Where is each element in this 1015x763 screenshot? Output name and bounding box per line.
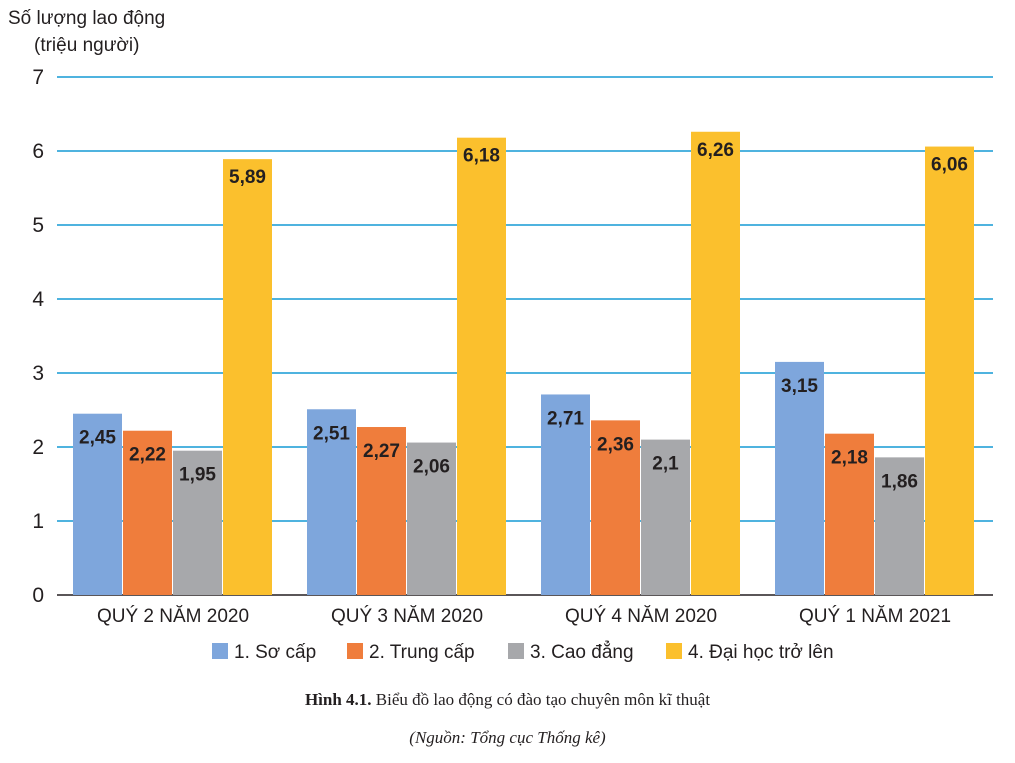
legend: 1. Sơ cấp 2. Trung cấp 3. Cao đẳng 4. Đại h… [212, 641, 834, 663]
bar-value-label: 2,06 [413, 457, 450, 478]
x-category-label: QUÝ 1 NĂM 2021 [799, 606, 951, 627]
bars [73, 131, 974, 595]
bar [457, 137, 506, 595]
bar [925, 146, 974, 595]
y-axis-title-line2: (triệu người) [34, 35, 139, 56]
figure-caption: Hình 4.1. Biểu đồ lao động có đào tạo ch… [0, 690, 1015, 710]
bar-value-label: 2,45 [79, 428, 116, 449]
bar-value-label: 2,18 [831, 448, 868, 469]
bar-value-label: 2,71 [547, 408, 584, 429]
legend-entry: 3. Cao đẳng [530, 641, 634, 663]
legend-swatch [212, 643, 228, 659]
bar-value-label: 6,26 [697, 140, 734, 161]
figure-caption-label: Hình 4.1. [304, 690, 372, 709]
legend-entry: 2. Trung cấp [369, 642, 475, 663]
legend-entry: 1. Sơ cấp [234, 642, 316, 663]
y-tick-label: 7 [32, 66, 44, 89]
bar-value-label: 2,1 [652, 454, 679, 475]
y-tick-label: 3 [32, 362, 44, 385]
bar-value-label: 2,22 [129, 445, 166, 466]
bar [691, 131, 740, 595]
bar-value-labels: 2,45 2,22 1,95 5,89 2,51 2,27 2,06 6,18 2,71 2,36… [79, 140, 968, 493]
legend-swatch [666, 643, 682, 659]
bar-value-label: 2,51 [313, 423, 350, 444]
x-category-label: QUÝ 3 NĂM 2020 [331, 606, 483, 627]
figure-source: (Nguồn: Tổng cục Thống kê) [409, 728, 606, 747]
bar [875, 457, 924, 595]
bar [407, 442, 456, 595]
figure-caption-text: Biểu đồ lao động có đào tạo chuyên môn k… [371, 690, 711, 709]
bar-value-label: 5,89 [229, 167, 266, 188]
bar-value-label: 1,95 [179, 465, 216, 486]
bar-value-label: 2,27 [363, 441, 400, 462]
y-axis-title-line1: Số lượng lao động [8, 8, 165, 29]
bar [357, 427, 406, 595]
legend-swatch [347, 643, 363, 659]
bar-value-label: 3,15 [781, 376, 818, 397]
y-tick-label: 1 [32, 510, 44, 533]
bar [591, 420, 640, 595]
y-axis-ticks: 0 1 2 3 4 5 6 7 [32, 66, 44, 607]
y-tick-label: 6 [32, 140, 44, 163]
bar [173, 450, 222, 595]
bar [775, 361, 824, 595]
bar [825, 433, 874, 595]
x-category-label: QUÝ 4 NĂM 2020 [565, 606, 717, 627]
bar-value-label: 1,86 [881, 471, 918, 492]
bar [223, 159, 272, 595]
bar-value-label: 2,36 [597, 434, 634, 455]
y-tick-label: 0 [32, 584, 44, 607]
bar [307, 409, 356, 595]
y-tick-label: 4 [32, 288, 44, 311]
legend-swatch [508, 643, 524, 659]
legend-entry: 4. Đại học trở lên [688, 642, 834, 663]
bar-value-label: 6,18 [463, 146, 500, 167]
y-tick-label: 2 [32, 436, 44, 459]
x-axis-categories: QUÝ 2 NĂM 2020 QUÝ 3 NĂM 2020 QUÝ 4 NĂM 20… [97, 606, 951, 627]
bar-value-label: 6,06 [931, 155, 968, 176]
bar-chart: Số lượng lao động (triệu người) 0 1 2 3 4 5 6 7… [8, 8, 993, 663]
bar [641, 439, 690, 595]
bar [123, 430, 172, 595]
x-category-label: QUÝ 2 NĂM 2020 [97, 606, 249, 627]
y-tick-label: 5 [32, 214, 44, 237]
bar [73, 413, 122, 595]
bar [541, 394, 590, 595]
